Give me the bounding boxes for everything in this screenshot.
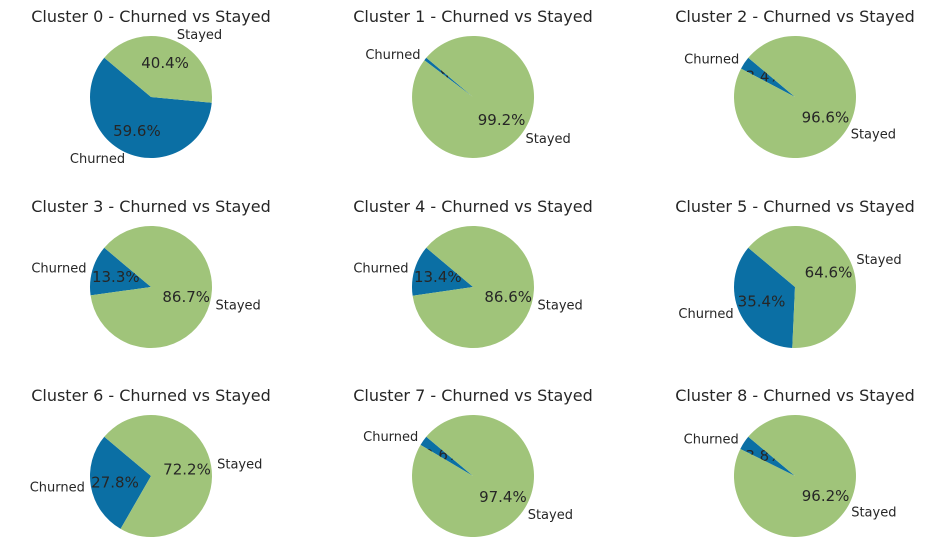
slice-percent-label: 13.3%: [92, 268, 140, 286]
chart-title: Cluster 8 - Churned vs Stayed: [675, 386, 915, 405]
slice-percent-label: 86.7%: [162, 288, 210, 306]
pie-chart-cluster-2: Cluster 2 - Churned vs StayedChurned3.4%…: [675, 7, 915, 158]
slice-percent-label: 64.6%: [805, 263, 853, 281]
slice-percent-label: 35.4%: [738, 293, 786, 311]
chart-title: Cluster 5 - Churned vs Stayed: [675, 197, 915, 216]
slice-percent-label: 40.4%: [141, 54, 189, 72]
slice-label: Churned: [70, 152, 125, 167]
pie-slice-stayed: [412, 414, 535, 537]
chart-title: Cluster 4 - Churned vs Stayed: [353, 197, 593, 216]
slice-percent-label: 96.2%: [802, 487, 850, 505]
pie-chart-cluster-5: Cluster 5 - Churned vs Stayed Churned 35.4…: [675, 197, 915, 349]
slice-percent-label: 13.4%: [414, 268, 462, 286]
pie-chart-cluster-6: Cluster 6 - Churned vs Stayed Churned 27.8…: [30, 386, 271, 538]
slice-label: Churned: [363, 430, 418, 445]
slice-label: Stayed: [856, 253, 901, 268]
chart-title: Cluster 6 - Churned vs Stayed: [31, 386, 271, 405]
chart-title: Cluster 0 - Churned vs Stayed: [31, 7, 271, 26]
chart-title: Cluster 2 - Churned vs Stayed: [675, 7, 915, 26]
slice-label: Churned: [678, 307, 733, 322]
slice-label: Stayed: [177, 28, 222, 43]
pie-chart-cluster-4: Cluster 4 - Churned vs Stayed Churned 13.4…: [353, 197, 593, 348]
slice-label: Stayed: [526, 132, 571, 147]
slice-label: Churned: [365, 48, 420, 63]
pie-slice-stayed: [104, 35, 213, 103]
slice-percent-label: 59.6%: [113, 122, 161, 140]
pie-slice-stayed: [104, 415, 212, 538]
slice-label: Stayed: [851, 506, 896, 521]
pie-slice-churned: [89, 436, 151, 529]
chart-title: Cluster 7 - Churned vs Stayed: [353, 386, 593, 405]
slice-label: Churned: [31, 261, 86, 276]
pie-slice-stayed: [412, 35, 535, 158]
chart-title: Cluster 1 - Churned vs Stayed: [353, 7, 593, 26]
pie-slice-churned: [733, 247, 795, 348]
slice-label: Stayed: [216, 299, 261, 314]
pie-slice-churned: [740, 436, 795, 476]
pie-slice-stayed: [748, 226, 856, 349]
slice-label: Churned: [30, 481, 85, 496]
pie-slice-churned: [741, 57, 795, 97]
pie-chart-cluster-0: Cluster 0 - Churned vs Stayed Churned 59.6…: [31, 7, 271, 167]
pie-slice-churned: [90, 57, 212, 158]
pie-slice-churned: [424, 57, 473, 97]
slice-label: Stayed: [851, 127, 896, 142]
pie-slice-churned: [90, 247, 151, 296]
slice-percent-label: 86.6%: [484, 288, 532, 306]
pie-slice-stayed: [90, 225, 213, 348]
pie-slice-churned: [420, 436, 473, 476]
slice-label: Churned: [353, 262, 408, 277]
pie-slice-stayed: [734, 35, 857, 158]
pie-slice-churned: [412, 247, 473, 296]
pie-chart-cluster-3: Cluster 3 - Churned vs Stayed Churned 13.3…: [31, 197, 271, 348]
pie-chart-cluster-8: Cluster 8 - Churned vs StayedChurned3.8%…: [675, 386, 915, 538]
slice-percent-label: 27.8%: [91, 473, 139, 491]
pie-slice-stayed: [412, 225, 535, 348]
slice-percent-label: 97.4%: [479, 488, 527, 506]
slice-percent-label: 99.2%: [478, 111, 526, 129]
pie-chart-cluster-7: Cluster 7 - Churned vs StayedChurned2.6%…: [353, 386, 593, 537]
slice-label: Stayed: [538, 298, 583, 313]
pie-slice-stayed: [733, 415, 856, 538]
slice-label: Churned: [684, 432, 739, 447]
slice-label: Stayed: [528, 508, 573, 523]
slice-percent-label: 96.6%: [802, 108, 850, 126]
slice-percent-label: 72.2%: [163, 461, 211, 479]
pie-chart-cluster-1: Cluster 1 - Churned vs StayedChurned0.8%…: [353, 7, 593, 158]
chart-title: Cluster 3 - Churned vs Stayed: [31, 197, 271, 216]
slice-label: Stayed: [217, 457, 262, 472]
slice-label: Churned: [684, 53, 739, 68]
